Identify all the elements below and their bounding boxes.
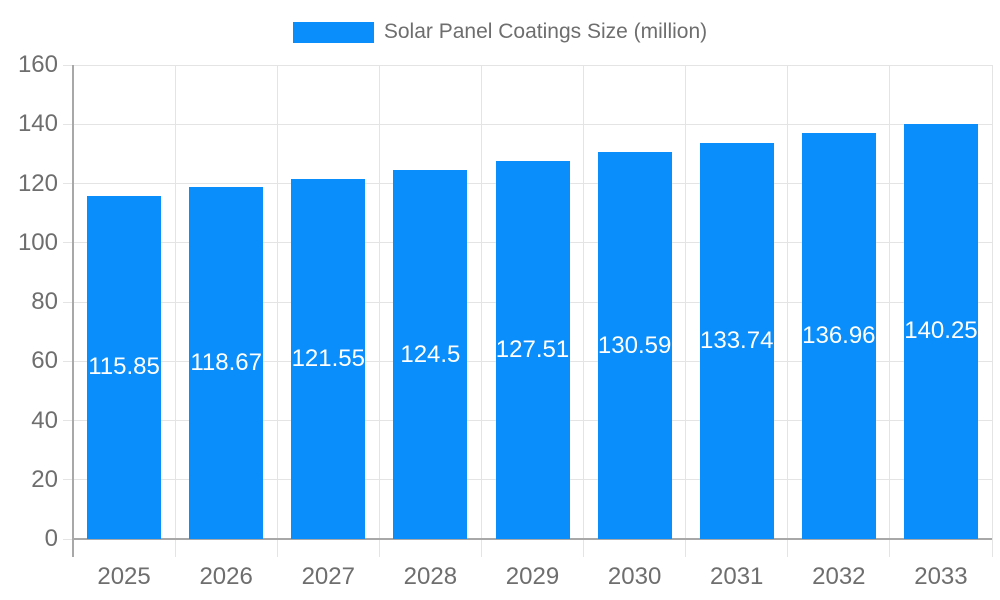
gridline-vertical [480,65,482,557]
bar-2025: 115.85 [87,195,162,539]
gridline-vertical [787,65,789,557]
y-axis-tick [63,123,73,125]
bar-value-label: 130.59 [597,331,672,359]
gridline-vertical [685,65,687,557]
y-axis-tick-label: 80 [31,288,58,315]
x-axis-tick-label: 2025 [97,563,151,590]
gridline-vertical [583,65,585,557]
x-axis-tick-label: 2032 [812,563,866,590]
y-axis-tick [63,360,73,362]
legend-label: Solar Panel Coatings Size (million) [383,20,708,43]
bar-2033: 140.25 [903,123,978,539]
bar-value-label: 140.25 [904,317,978,345]
gridline-vertical [378,65,380,557]
x-axis-tick-label: 2028 [403,563,458,590]
y-axis-tick [63,420,73,421]
bar-2030: 130.59 [597,152,672,539]
gridline-vertical [276,65,278,557]
legend[interactable]: Solar Panel Coatings Size (million) [0,20,1000,44]
y-axis-tick-label: 100 [17,228,58,256]
bar-value-label: 136.96 [802,322,876,350]
x-axis-tick-label: 2026 [199,563,253,590]
gridline-horizontal [73,64,992,66]
y-axis-tick [63,242,73,244]
x-axis-tick-label: 2030 [607,563,662,590]
x-axis-tick-label: 2027 [301,563,355,590]
bar-value-label: 127.51 [495,336,570,364]
y-axis-tick [63,64,73,66]
y-axis-tick [63,183,73,184]
y-axis-tick-label: 0 [44,525,58,552]
bar-value-label: 121.55 [291,344,365,372]
bar-2029: 127.51 [495,161,570,539]
legend-swatch [292,21,374,43]
y-axis-tick-label: 20 [31,465,58,493]
x-axis-tick-label: 2033 [914,563,968,590]
gridline-vertical [174,65,176,557]
bar-value-label: 133.74 [700,326,774,354]
bar-value-label: 124.5 [400,340,461,368]
x-axis-tick-label: 2031 [710,563,764,590]
bar-2026: 118.67 [189,187,264,539]
y-axis-tick [63,538,73,540]
bar-2027: 121.55 [291,178,366,539]
x-axis-tick-label: 2029 [505,563,560,590]
y-axis-tick-label: 60 [31,347,58,375]
y-axis-tick [63,301,73,303]
y-axis-tick-label: 40 [31,406,58,434]
y-axis-line [72,65,74,557]
gridline-vertical [991,65,993,557]
bar-value-label: 118.67 [190,349,262,377]
x-axis-line [72,538,992,540]
y-axis-tick-label: 140 [17,110,58,138]
gridline-horizontal [73,123,992,125]
gridline-vertical [889,65,891,557]
bar-value-label: 115.85 [88,353,160,381]
y-axis-tick-label: 160 [17,51,58,78]
bar-2028: 124.5 [393,170,468,539]
y-axis-tick-label: 120 [17,169,58,197]
bar-2032: 136.96 [801,133,876,539]
y-axis-tick [63,479,73,481]
bar-2031: 133.74 [699,142,774,539]
